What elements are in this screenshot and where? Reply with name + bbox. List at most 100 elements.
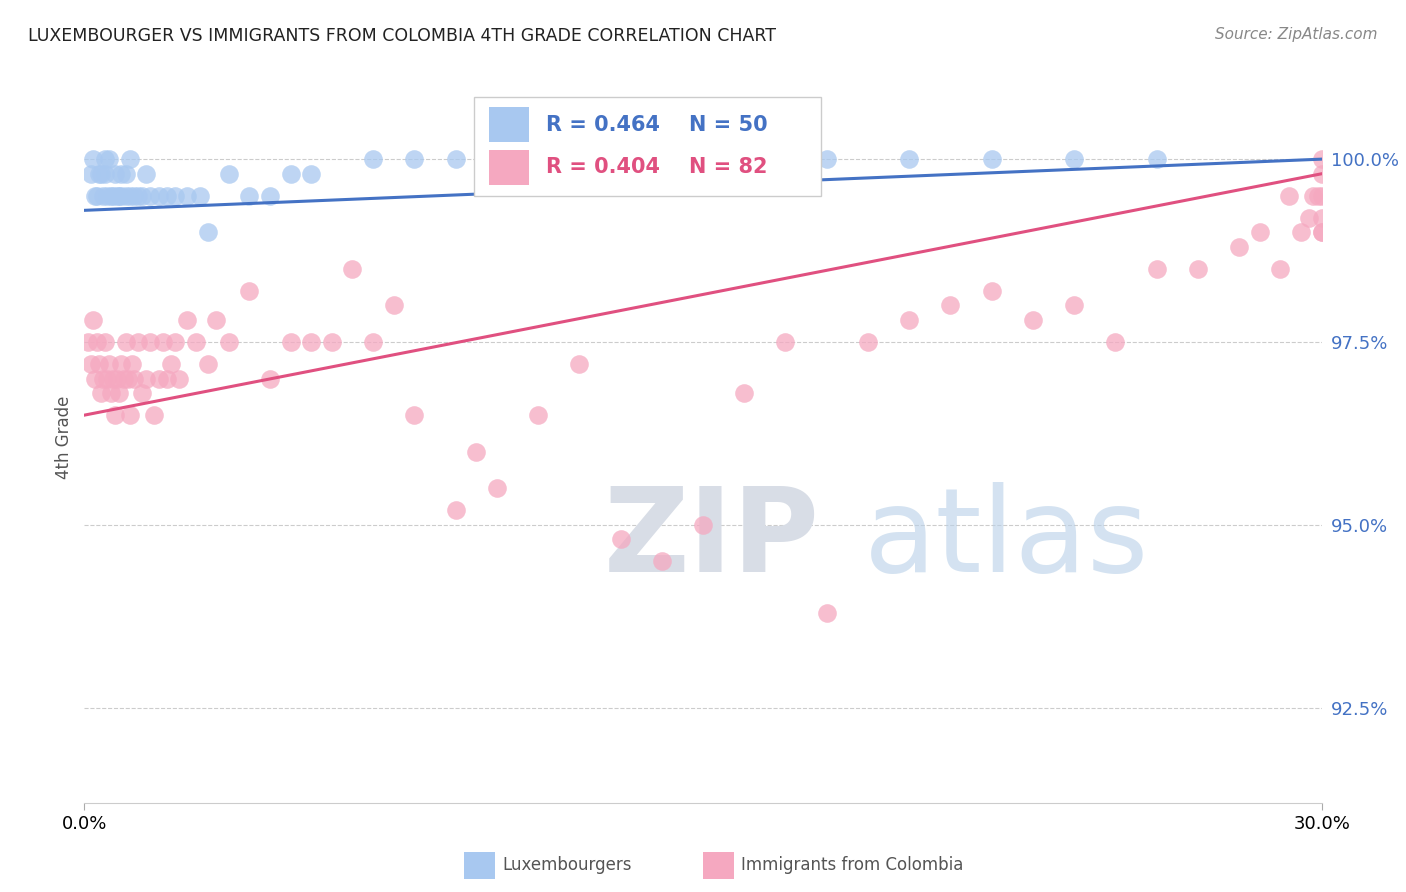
Point (139, 188, 162, 202)
Point (118, 408, 141, 422)
Point (1310, 188, 1333, 202)
Point (815, 152, 838, 166)
Point (148, 188, 170, 202)
Point (218, 167, 240, 181)
Point (1187, 261, 1209, 276)
Point (103, 188, 125, 202)
Point (259, 371, 281, 385)
Point (1289, 225, 1312, 239)
Point (238, 188, 260, 202)
Point (91, 188, 114, 202)
Point (898, 152, 921, 166)
Point (87, 357, 110, 371)
Point (898, 313, 921, 327)
Point (1146, 152, 1168, 166)
Point (105, 188, 128, 202)
Point (238, 284, 260, 298)
Point (1302, 188, 1324, 202)
Point (1063, 152, 1085, 166)
Point (176, 188, 198, 202)
Point (90, 167, 112, 181)
Point (86, 334, 108, 349)
Point (733, 386, 755, 401)
Point (100, 386, 122, 401)
Point (568, 357, 591, 371)
Point (148, 371, 170, 385)
Point (1298, 211, 1320, 225)
Point (82, 313, 104, 327)
Point (692, 517, 714, 532)
Point (165, 334, 187, 349)
Point (1278, 188, 1301, 202)
Point (651, 152, 673, 166)
Y-axis label: 4th Grade: 4th Grade (55, 395, 73, 479)
Point (156, 188, 179, 202)
Point (135, 371, 157, 385)
Point (609, 533, 631, 547)
Point (184, 334, 207, 349)
Point (1146, 261, 1168, 276)
Point (135, 167, 157, 181)
Point (114, 167, 136, 181)
Point (110, 188, 132, 202)
Text: R = 0.404    N = 82: R = 0.404 N = 82 (546, 157, 768, 178)
Text: ZIP: ZIP (605, 482, 820, 597)
Point (91, 371, 114, 385)
Point (444, 503, 467, 517)
Point (465, 444, 488, 458)
Point (404, 152, 426, 166)
Text: R = 0.464    N = 50: R = 0.464 N = 50 (546, 115, 768, 135)
Point (361, 334, 384, 349)
Point (131, 386, 153, 401)
Point (188, 188, 211, 202)
Point (160, 357, 183, 371)
Point (197, 357, 219, 371)
Text: LUXEMBOURGER VS IMMIGRANTS FROM COLOMBIA 4TH GRADE CORRELATION CHART: LUXEMBOURGER VS IMMIGRANTS FROM COLOMBIA… (28, 27, 776, 45)
FancyBboxPatch shape (489, 150, 529, 185)
Point (114, 334, 136, 349)
Point (114, 188, 136, 202)
Point (651, 554, 673, 568)
Point (139, 334, 162, 349)
Point (86, 188, 108, 202)
Point (98, 152, 121, 166)
Point (939, 298, 962, 312)
Point (110, 167, 132, 181)
Point (733, 152, 755, 166)
Point (112, 371, 135, 385)
Point (165, 188, 187, 202)
Point (1310, 167, 1333, 181)
Point (118, 188, 141, 202)
Point (121, 357, 143, 371)
Point (485, 481, 508, 495)
Point (1310, 211, 1333, 225)
FancyBboxPatch shape (474, 97, 821, 195)
Point (167, 371, 190, 385)
Point (527, 408, 550, 422)
Point (110, 357, 132, 371)
Point (1227, 240, 1250, 254)
Point (280, 167, 302, 181)
Point (103, 371, 125, 385)
Point (1104, 334, 1126, 349)
Point (131, 188, 153, 202)
Point (980, 152, 1002, 166)
Point (1310, 225, 1333, 239)
Point (527, 152, 550, 166)
Point (90, 386, 112, 401)
Point (176, 313, 198, 327)
Point (156, 371, 179, 385)
Point (127, 334, 149, 349)
Point (127, 188, 149, 202)
Point (404, 408, 426, 422)
Point (775, 334, 797, 349)
Point (342, 261, 364, 276)
Point (104, 167, 127, 181)
Point (108, 188, 131, 202)
Point (117, 371, 139, 385)
Text: Luxembourgers: Luxembourgers (502, 856, 631, 874)
Text: Source: ZipAtlas.com: Source: ZipAtlas.com (1215, 27, 1378, 42)
Point (280, 334, 302, 349)
Point (82, 152, 104, 166)
Text: atlas: atlas (863, 482, 1149, 597)
